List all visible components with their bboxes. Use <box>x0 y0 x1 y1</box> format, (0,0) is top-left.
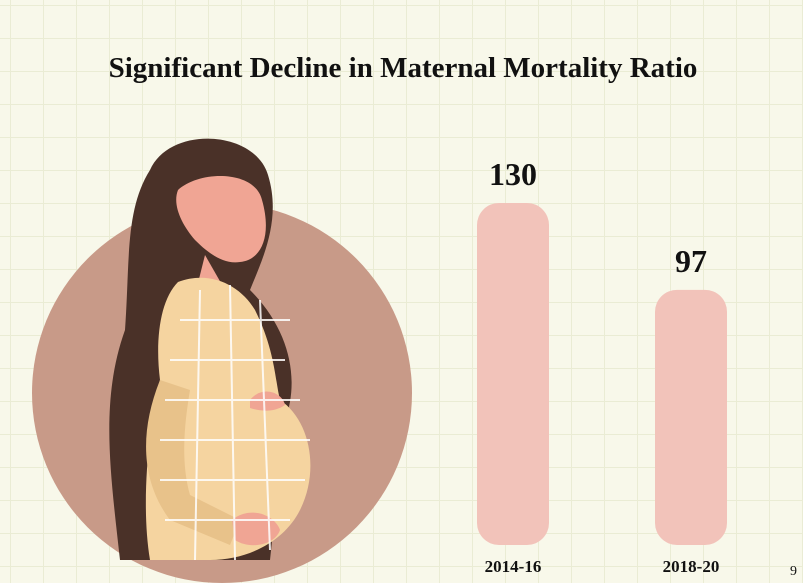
chart: Significant Decline in Maternal Mortalit… <box>0 0 803 583</box>
value-label: 97 <box>675 243 707 279</box>
x-tick-label: 2014-16 <box>485 557 542 576</box>
page: Significant Decline in Maternal Mortalit… <box>0 0 803 583</box>
bar <box>655 290 727 545</box>
bar <box>477 203 549 545</box>
illustration <box>32 139 412 583</box>
chart-title: Significant Decline in Maternal Mortalit… <box>109 52 698 84</box>
page-number: 9 <box>790 564 797 579</box>
value-label: 130 <box>489 156 537 192</box>
x-tick-label: 2018-20 <box>663 557 720 576</box>
